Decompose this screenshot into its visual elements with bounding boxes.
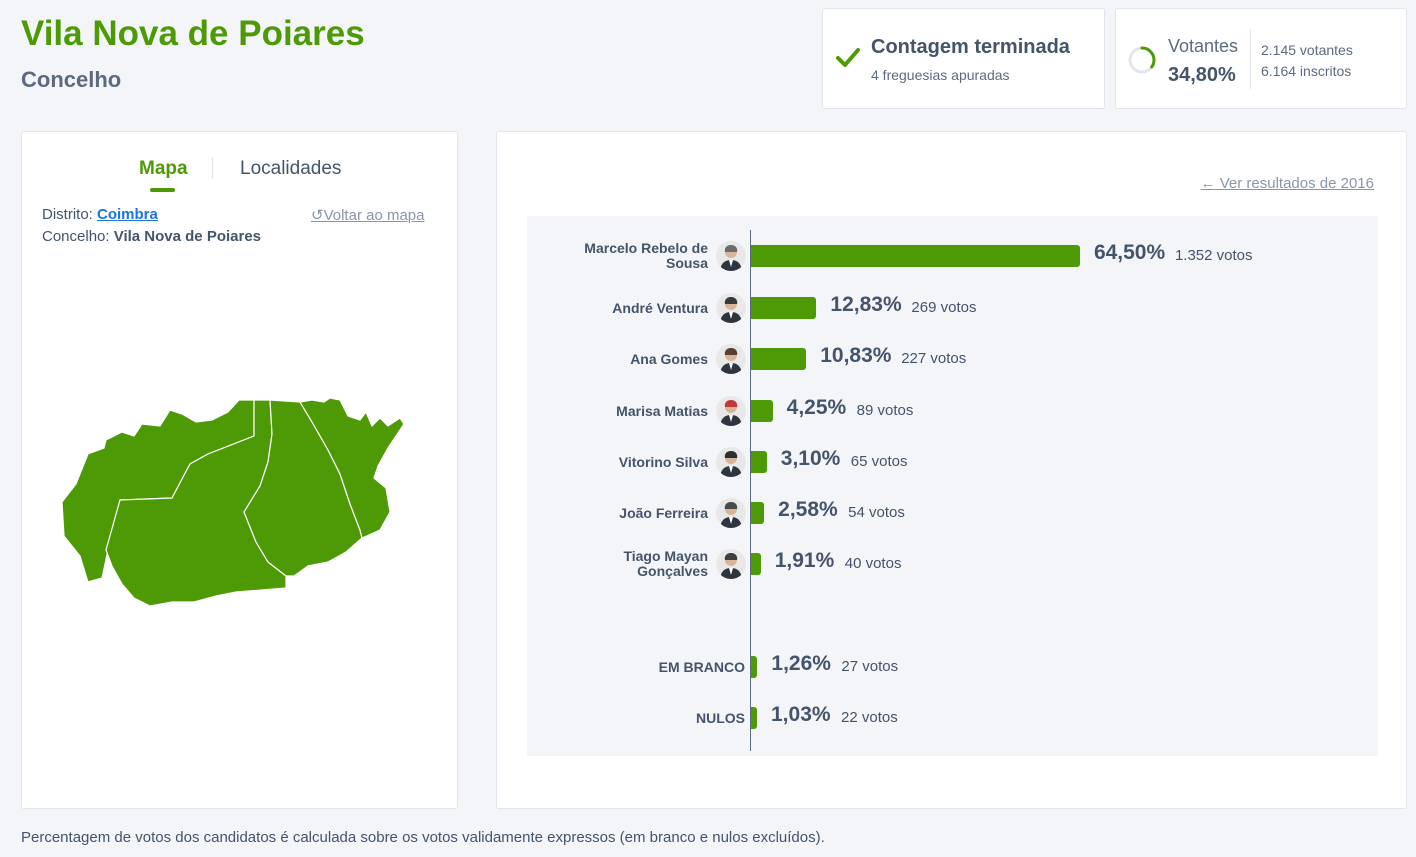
special-row: EM BRANCO 1,26% 27 votos <box>527 647 1378 687</box>
candidate-votes: 65 votos <box>850 453 908 470</box>
special-name: NULOS <box>696 710 745 726</box>
candidate-row: João Ferreira 2,58% 54 votos <box>527 493 1378 533</box>
district-link[interactable]: Coimbra <box>97 206 158 223</box>
candidate-name: Tiago Mayan Gonçalves <box>623 548 708 579</box>
candidate-percent: 1,91% <box>774 549 835 572</box>
tab-localidades[interactable]: Localidades <box>240 158 342 179</box>
candidate-avatar <box>716 396 746 426</box>
candidate-bar <box>751 348 807 370</box>
candidate-percent: 2,58% <box>778 498 838 521</box>
candidate-percent: 64,50% <box>1093 241 1166 264</box>
back-to-map-link[interactable]: ↺Voltar ao mapa <box>311 206 424 224</box>
turnout-card: Votantes 34,80% 2.145 votantes 6.164 ins… <box>1115 8 1407 109</box>
page-title: Vila Nova de Poiares <box>21 14 365 53</box>
concelho-label: Concelho: <box>42 228 110 245</box>
candidate-votes: 54 votos <box>848 504 905 521</box>
district-label: Distrito: <box>42 206 93 223</box>
candidate-votes: 40 votos <box>844 555 902 572</box>
turnout-progress-ring <box>1128 46 1156 74</box>
candidate-votes: 89 votos <box>856 402 914 419</box>
special-percent: 1,03% <box>771 703 831 726</box>
candidate-name: João Ferreira <box>619 505 708 521</box>
special-votes: 27 votos <box>841 658 899 675</box>
previous-results-link[interactable]: ← Ver resultados de 2016 <box>1201 175 1374 192</box>
results-bar-chart: Marcelo Rebelo de Sousa 64,50% 1.352 votos… <box>527 216 1378 756</box>
candidate-row: Marcelo Rebelo de Sousa 64,50% 1.352 votos <box>527 236 1378 276</box>
tab-divider <box>212 157 213 179</box>
candidate-row: Tiago Mayan Gonçalves 1,91% 40 votos <box>527 544 1378 584</box>
divider <box>1250 29 1251 89</box>
candidate-votes: 269 votos <box>911 299 977 316</box>
candidate-percent: 4,25% <box>786 396 847 419</box>
candidate-bar <box>751 553 761 575</box>
candidate-name: Marisa Matias <box>616 403 708 419</box>
candidate-votes: 227 votos <box>901 350 967 367</box>
concelho-line: Concelho: Vila Nova de Poiares <box>42 228 261 245</box>
candidate-name: Vitorino Silva <box>618 454 708 470</box>
candidate-avatar <box>716 498 746 528</box>
voters-count: 2.145 votantes <box>1261 42 1353 58</box>
concelho-map[interactable] <box>58 398 428 618</box>
undo-icon: ↺ <box>311 207 324 224</box>
turnout-label: Votantes <box>1168 36 1239 56</box>
map-region[interactable] <box>299 398 405 539</box>
count-status-title: Contagem terminada <box>871 36 1070 58</box>
registered-count: 6.164 inscritos <box>1261 63 1352 79</box>
arrow-left-icon: ← <box>1200 175 1216 192</box>
candidate-avatar <box>716 549 746 579</box>
special-percent: 1,26% <box>771 652 831 675</box>
turnout-percent: 34,80% <box>1168 64 1236 86</box>
special-row: NULOS 1,03% 22 votos <box>527 698 1378 738</box>
special-bar <box>751 707 757 729</box>
candidate-percent: 12,83% <box>830 293 902 316</box>
special-bar <box>751 656 758 678</box>
candidate-avatar <box>716 344 746 374</box>
candidate-name: Marcelo Rebelo de Sousa <box>584 240 708 271</box>
candidate-bar <box>751 451 767 473</box>
candidate-avatar <box>716 447 746 477</box>
concelho-name: Vila Nova de Poiares <box>113 228 262 245</box>
back-to-map-label: Voltar ao mapa <box>323 207 425 224</box>
candidate-avatar <box>716 293 746 323</box>
candidate-name: Ana Gomes <box>630 351 708 367</box>
candidate-row: Marisa Matias 4,25% 89 votos <box>527 391 1378 431</box>
parishes-counted: 4 freguesias apuradas <box>871 67 1010 83</box>
candidate-bar <box>751 297 817 319</box>
page-subtitle: Concelho <box>21 67 122 92</box>
special-votes: 22 votos <box>841 709 898 726</box>
map-panel: Mapa Localidades Distrito: Coimbra Conce… <box>21 131 458 809</box>
check-icon <box>836 48 860 67</box>
previous-results-label: Ver resultados de 2016 <box>1219 175 1374 192</box>
special-name: EM BRANCO <box>658 659 745 675</box>
candidate-percent: 3,10% <box>780 447 841 470</box>
candidate-bar <box>751 502 765 524</box>
candidate-avatar <box>716 241 746 271</box>
candidate-bar <box>751 400 773 422</box>
candidate-name: André Ventura <box>612 300 708 316</box>
candidate-row: André Ventura 12,83% 269 votos <box>527 288 1378 328</box>
results-panel: ← Ver resultados de 2016 Marcelo Rebelo … <box>496 131 1407 809</box>
tab-mapa[interactable]: Mapa <box>139 158 188 192</box>
chart-axis <box>750 230 751 751</box>
candidate-bar <box>751 245 1080 267</box>
footnote: Percentagem de votos dos candidatos é ca… <box>21 829 825 846</box>
candidate-percent: 10,83% <box>820 344 892 367</box>
candidate-row: Vitorino Silva 3,10% 65 votos <box>527 442 1378 482</box>
candidate-votes: 1.352 votos <box>1174 247 1253 264</box>
count-status-card: Contagem terminada 4 freguesias apuradas <box>822 8 1105 109</box>
candidate-row: Ana Gomes 10,83% 227 votos <box>527 339 1378 379</box>
district-line: Distrito: Coimbra <box>42 206 158 223</box>
